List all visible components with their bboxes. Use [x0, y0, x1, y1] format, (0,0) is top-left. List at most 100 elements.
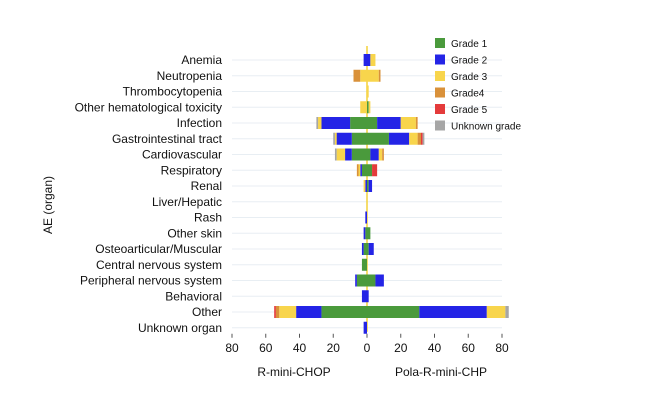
- bar-right-grade-2: [368, 243, 374, 255]
- bar-right-grade4: [378, 69, 381, 82]
- bar-right-grade-3: [378, 148, 383, 161]
- category-label: Anemia: [181, 53, 222, 67]
- category-label: Respiratory: [161, 163, 222, 177]
- bar-left-grade-2: [336, 132, 352, 145]
- bar-left-grade-2: [363, 227, 366, 240]
- bar-right-grade-3: [367, 85, 369, 98]
- category-label: Infection: [177, 116, 222, 130]
- bar-right-grade-5: [372, 164, 378, 177]
- category-label: Renal: [191, 179, 222, 193]
- bar-left-grade-1: [321, 306, 367, 318]
- bar-left-grade-1: [361, 164, 367, 177]
- bar-right-grade4: [382, 148, 384, 161]
- bar-left-grade-3: [334, 132, 337, 145]
- bar-right-grade-1: [367, 227, 371, 240]
- bar-right-grade-3: [367, 69, 379, 82]
- bar-right-grade-1: [367, 243, 369, 255]
- bar-right-grade-2: [368, 180, 373, 192]
- x-tick-label: 40: [428, 341, 442, 355]
- legend-swatch-grade-2: [435, 54, 445, 65]
- bar-right-grade-2: [377, 117, 401, 129]
- bar-right-grade-1: [367, 132, 389, 145]
- category-label: Other hematological toxicity: [75, 100, 222, 114]
- bar-left-grade-2: [363, 321, 367, 334]
- bar-left-grade-2: [321, 117, 351, 129]
- bar-left-grade-3: [318, 117, 322, 129]
- bar-left-unknown-grade: [334, 148, 337, 161]
- bar-right-grade-2: [370, 148, 379, 161]
- x-tick-label: 60: [462, 341, 476, 355]
- bar-left-grade-2: [361, 290, 367, 303]
- legend-label-grade-5: Grade 5: [451, 105, 488, 116]
- category-label: Thrombocytopenia: [123, 85, 223, 99]
- bar-right-grade-3: [409, 132, 418, 145]
- bar-right-grade-3: [370, 54, 376, 66]
- bar-left-grade-3: [360, 101, 367, 114]
- legend-label-grade4: Grade4: [451, 89, 485, 100]
- x-tick-label: 20: [327, 341, 341, 355]
- bar-left-grade-1: [361, 258, 367, 271]
- bar-right-grade-1: [367, 306, 420, 318]
- bar-left-grade-2: [365, 180, 367, 192]
- legend-swatch-unknown-grade: [435, 120, 445, 131]
- bar-right-grade-3: [400, 117, 416, 129]
- bar-left-grade-2: [360, 164, 362, 177]
- legend-swatch-grade-1: [435, 38, 445, 48]
- bar-left-grade-1: [350, 117, 367, 129]
- left-group-label: R-mini-CHOP: [257, 365, 330, 379]
- bar-left-grade-2: [363, 54, 367, 66]
- bar-right-grade4: [415, 117, 418, 129]
- category-label: Gastrointestinal tract: [112, 132, 223, 146]
- bar-right-unknown-grade: [505, 306, 509, 318]
- bar-right-grade-2: [367, 54, 371, 66]
- y-axis-title: AE (organ): [41, 176, 55, 234]
- bar-left-grade-3: [358, 164, 361, 177]
- bar-right-grade-2: [375, 274, 384, 287]
- bar-left-grade4: [353, 69, 361, 82]
- bar-right-grade-2: [419, 306, 487, 318]
- bar-right-grade-3: [368, 101, 371, 114]
- category-label: Unknown organ: [138, 321, 222, 335]
- category-label: Behavioral: [165, 289, 222, 303]
- bar-right-grade-3: [486, 306, 506, 318]
- bar-right-grade-2: [388, 132, 410, 145]
- bar-right-grade-1: [367, 180, 369, 192]
- bar-left-grade-3: [336, 148, 346, 161]
- bar-right-grade-1: [367, 117, 378, 129]
- bar-left-unknown-grade: [333, 132, 335, 145]
- bar-left-grade-1: [363, 243, 367, 255]
- x-tick-label: 80: [495, 341, 509, 355]
- bar-right-grade-2: [367, 290, 369, 303]
- category-label: Osteoarticular/Muscular: [95, 242, 222, 256]
- bar-left-grade-2: [361, 243, 364, 255]
- legend-label-grade-2: Grade 2: [451, 56, 488, 67]
- x-tick-label: 80: [225, 341, 239, 355]
- bar-left-grade-2: [365, 211, 367, 224]
- x-tick-layer: 80 60 40 20 0 20 40 60 80: [225, 333, 509, 355]
- bar-right-grade-1: [367, 101, 369, 114]
- category-label: Liver/Hepatic: [152, 195, 222, 209]
- category-label: Peripheral nervous system: [80, 274, 222, 288]
- category-label: Rash: [194, 211, 222, 225]
- x-tick-label: 40: [293, 341, 307, 355]
- bar-right-grade-1: [367, 148, 371, 161]
- bar-left-grade-1: [365, 227, 367, 240]
- bar-left-grade-3: [279, 306, 297, 318]
- bar-left-grade4: [275, 306, 280, 318]
- bar-left-grade-2: [296, 306, 322, 318]
- bar-left-grade-5: [274, 306, 276, 318]
- legend-swatch-grade4: [435, 87, 445, 98]
- category-label: Other: [192, 305, 222, 319]
- bar-right-grade4: [417, 132, 421, 145]
- bar-left-grade-2: [355, 274, 357, 287]
- bar-left-grade-2: [345, 148, 352, 161]
- category-label: Central nervous system: [96, 258, 222, 272]
- category-label: Cardiovascular: [142, 148, 222, 162]
- legend-label-grade-3: Grade 3: [451, 72, 488, 83]
- legend-label-grade-1: Grade 1: [451, 39, 488, 50]
- bar-left-unknown-grade: [316, 117, 319, 129]
- bar-left-grade-1: [351, 148, 367, 161]
